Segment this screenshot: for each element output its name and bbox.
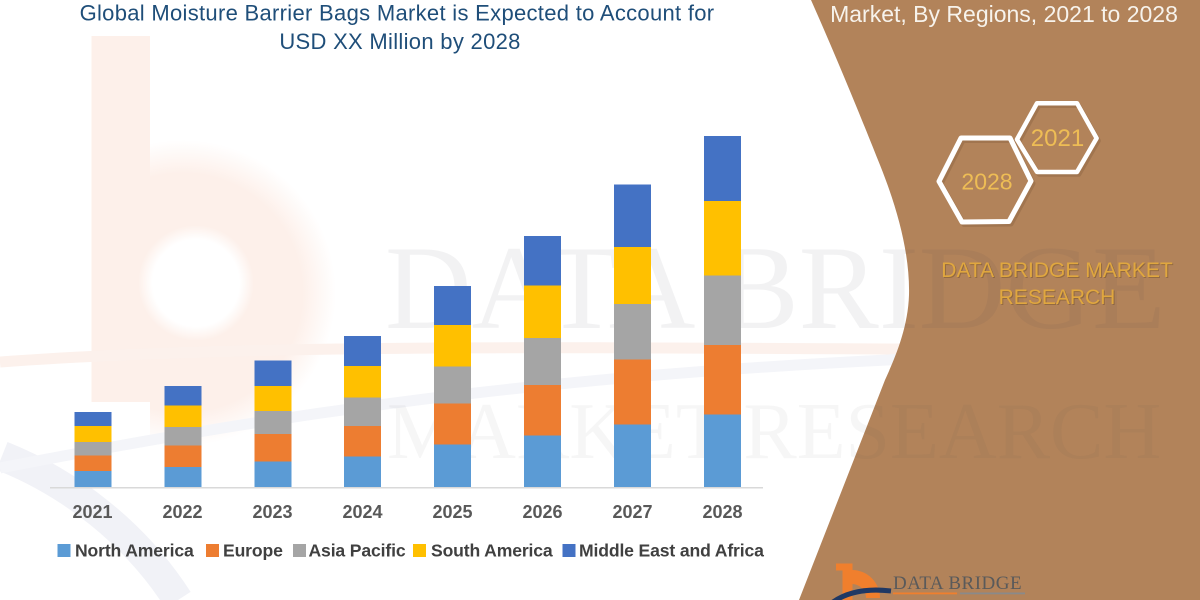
svg-text:Middle East and Africa: Middle East and Africa — [579, 541, 764, 561]
svg-text:RESEARCH: RESEARCH — [1000, 287, 1117, 310]
svg-text:2021: 2021 — [72, 502, 112, 522]
svg-text:2025: 2025 — [432, 502, 472, 522]
svg-text:Global Moisture Barrier Bags M: Global Moisture Barrier Bags Market is E… — [80, 1, 715, 26]
svg-text:DATA BRIDGE: DATA BRIDGE — [893, 573, 1022, 594]
svg-text:DATA BRIDGE: DATA BRIDGE — [385, 221, 1165, 354]
svg-text:DATA BRIDGE MARKET: DATA BRIDGE MARKET — [941, 259, 1173, 282]
svg-text:North America: North America — [75, 541, 194, 561]
svg-text:Europe: Europe — [223, 541, 283, 561]
svg-text:USD XX Million by 2028: USD XX Million by 2028 — [279, 29, 520, 54]
svg-text:DATA BRIDGE MARKET: DATA BRIDGE MARKET — [942, 260, 1174, 283]
svg-text:2021: 2021 — [1031, 125, 1084, 152]
svg-text:MARKET RESEARCH: MARKET RESEARCH — [893, 598, 1045, 600]
svg-text:2028: 2028 — [702, 502, 742, 522]
svg-text:2022: 2022 — [162, 502, 202, 522]
svg-text:MARKET RESEARCH: MARKET RESEARCH — [387, 388, 1161, 476]
svg-text:2023: 2023 — [252, 502, 292, 522]
svg-text:RESEARCH: RESEARCH — [999, 286, 1116, 309]
svg-text:Market, By Regions, 2021 to 20: Market, By Regions, 2021 to 2028 — [830, 1, 1178, 27]
svg-text:South America: South America — [431, 541, 553, 561]
svg-text:2028: 2028 — [961, 169, 1012, 195]
svg-text:2024: 2024 — [342, 502, 382, 522]
svg-text:2027: 2027 — [612, 502, 652, 522]
svg-text:Asia Pacific: Asia Pacific — [309, 541, 406, 561]
svg-text:2026: 2026 — [522, 502, 562, 522]
